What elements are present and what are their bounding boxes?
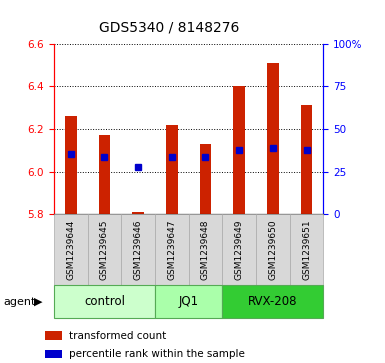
Bar: [267, 63, 279, 214]
Bar: [54, 285, 155, 318]
Bar: [223, 285, 323, 318]
Text: transformed count: transformed count: [69, 331, 166, 341]
Text: RVX-208: RVX-208: [248, 295, 298, 308]
Text: ▶: ▶: [34, 297, 43, 307]
Text: GSM1239650: GSM1239650: [268, 219, 277, 280]
Bar: [199, 144, 211, 214]
Bar: [54, 214, 88, 285]
Bar: [256, 214, 290, 285]
Bar: [155, 214, 189, 285]
Bar: [132, 212, 144, 214]
Bar: [99, 135, 110, 214]
Bar: [166, 125, 178, 214]
Bar: [301, 105, 313, 214]
Text: agent: agent: [4, 297, 36, 307]
Bar: [121, 214, 155, 285]
Text: GSM1239648: GSM1239648: [201, 219, 210, 280]
Text: GSM1239649: GSM1239649: [235, 219, 244, 280]
Text: GSM1239644: GSM1239644: [66, 219, 75, 280]
Bar: [155, 285, 223, 318]
Bar: [223, 214, 256, 285]
Text: GSM1239647: GSM1239647: [167, 219, 176, 280]
Text: JQ1: JQ1: [179, 295, 199, 308]
Text: GSM1239646: GSM1239646: [134, 219, 142, 280]
Bar: [65, 116, 77, 214]
Text: GDS5340 / 8148276: GDS5340 / 8148276: [99, 20, 239, 34]
Bar: [88, 214, 121, 285]
Text: GSM1239645: GSM1239645: [100, 219, 109, 280]
Bar: [45, 350, 62, 358]
Bar: [233, 86, 245, 214]
Bar: [290, 214, 323, 285]
Text: percentile rank within the sample: percentile rank within the sample: [69, 349, 245, 359]
Text: GSM1239651: GSM1239651: [302, 219, 311, 280]
Bar: [189, 214, 223, 285]
Bar: [45, 331, 62, 340]
Text: control: control: [84, 295, 125, 308]
